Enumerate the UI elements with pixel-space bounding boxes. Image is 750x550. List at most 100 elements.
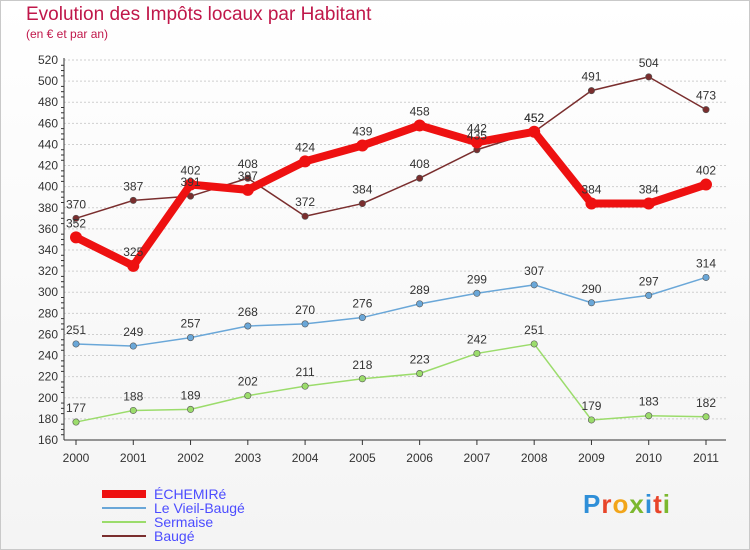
data-point	[129, 196, 137, 204]
data-point	[470, 136, 483, 149]
data-point	[187, 334, 195, 342]
data-point	[528, 125, 541, 138]
logo-letter: t	[653, 489, 663, 519]
data-label: 408	[410, 157, 430, 171]
data-point	[358, 375, 366, 383]
data-label: 504	[639, 56, 659, 70]
y-tick-label: 200	[38, 391, 58, 405]
data-label: 370	[66, 197, 86, 211]
chart-title: Evolution des Impôts locaux par Habitant	[26, 4, 372, 25]
series-line-0	[74, 121, 708, 270]
logo-letter: i	[662, 489, 671, 519]
data-point	[416, 369, 424, 377]
data-label: 458	[410, 104, 430, 118]
y-tick-label: 400	[38, 180, 58, 194]
data-label: 325	[123, 245, 143, 259]
x-tick-label: 2005	[349, 451, 376, 465]
data-point	[70, 231, 82, 244]
data-point	[702, 106, 710, 114]
data-point	[301, 382, 309, 390]
data-label: 491	[581, 70, 601, 84]
data-label: 183	[639, 395, 659, 409]
data-point	[587, 416, 595, 424]
data-point	[702, 273, 710, 281]
data-point	[184, 178, 197, 191]
data-label: 397	[238, 169, 258, 183]
data-label: 290	[581, 282, 601, 296]
data-point	[129, 406, 137, 414]
x-tick-label: 2011	[693, 451, 719, 465]
data-point	[187, 192, 195, 200]
series-line-2	[75, 343, 707, 423]
x-tick-label: 2010	[635, 451, 662, 465]
data-label: 473	[696, 89, 716, 103]
data-point	[530, 340, 538, 348]
data-point	[241, 183, 254, 196]
x-tick-label: 2007	[464, 451, 491, 465]
data-point	[129, 342, 137, 350]
data-label: 352	[66, 216, 86, 230]
data-point	[356, 139, 369, 152]
data-point	[72, 340, 80, 348]
data-label: 452	[524, 111, 544, 125]
y-tick-label: 300	[38, 285, 58, 299]
data-label: 177	[66, 401, 86, 415]
data-label: 251	[524, 323, 544, 337]
data-label: 179	[581, 399, 601, 413]
data-point	[72, 418, 80, 426]
data-label: 223	[410, 353, 430, 367]
y-tick-label: 500	[38, 74, 58, 88]
data-point	[301, 212, 309, 220]
y-tick-label: 340	[38, 243, 58, 257]
x-tick-label: 2009	[578, 451, 605, 465]
data-point	[244, 322, 252, 330]
data-label: 452	[524, 111, 544, 125]
y-tick-label: 360	[38, 222, 58, 236]
x-tick-label: 2006	[406, 451, 433, 465]
data-label: 307	[524, 264, 544, 278]
x-tick-label: 2000	[63, 451, 90, 465]
data-label: 372	[295, 195, 315, 209]
legend-label: Sermaise	[154, 514, 213, 530]
logo-letter: r	[601, 489, 613, 519]
proxiti-logo: Proxiti	[583, 489, 671, 520]
data-label: 384	[352, 183, 372, 197]
y-tick-label: 320	[38, 264, 58, 278]
data-label: 384	[639, 183, 659, 197]
data-label: 182	[696, 396, 716, 410]
data-label: 402	[696, 164, 716, 178]
data-label: 408	[238, 157, 258, 171]
data-label: 402	[181, 164, 201, 178]
data-label: 242	[467, 332, 487, 346]
legend-label: ÉCHEMIRé	[154, 486, 227, 502]
data-point	[358, 314, 366, 322]
data-label: 289	[410, 283, 430, 297]
data-point	[585, 197, 598, 210]
data-point	[413, 119, 426, 132]
data-label: 299	[467, 272, 487, 286]
data-label: 188	[123, 389, 143, 403]
data-point	[473, 289, 481, 297]
legend-label: Baugé	[154, 528, 195, 544]
series-line-3	[75, 76, 707, 220]
data-point	[72, 214, 80, 222]
data-label: 257	[181, 317, 201, 331]
y-tick-label: 220	[38, 370, 58, 384]
data-label: 384	[581, 183, 601, 197]
data-point	[645, 291, 653, 299]
data-point	[530, 281, 538, 289]
y-tick-label: 160	[38, 433, 58, 447]
data-point	[299, 155, 312, 168]
data-point	[473, 349, 481, 357]
logo-letter: i	[644, 489, 654, 519]
legend-label: Le Vieil-Baugé	[154, 500, 245, 516]
chart-subtitle: (en € et par an)	[26, 27, 109, 41]
data-label: 268	[238, 305, 258, 319]
data-label: 439	[352, 125, 372, 139]
data-label: 391	[181, 175, 201, 189]
x-tick-label: 2008	[521, 451, 548, 465]
y-tick-label: 440	[38, 137, 58, 151]
data-point	[416, 174, 424, 182]
